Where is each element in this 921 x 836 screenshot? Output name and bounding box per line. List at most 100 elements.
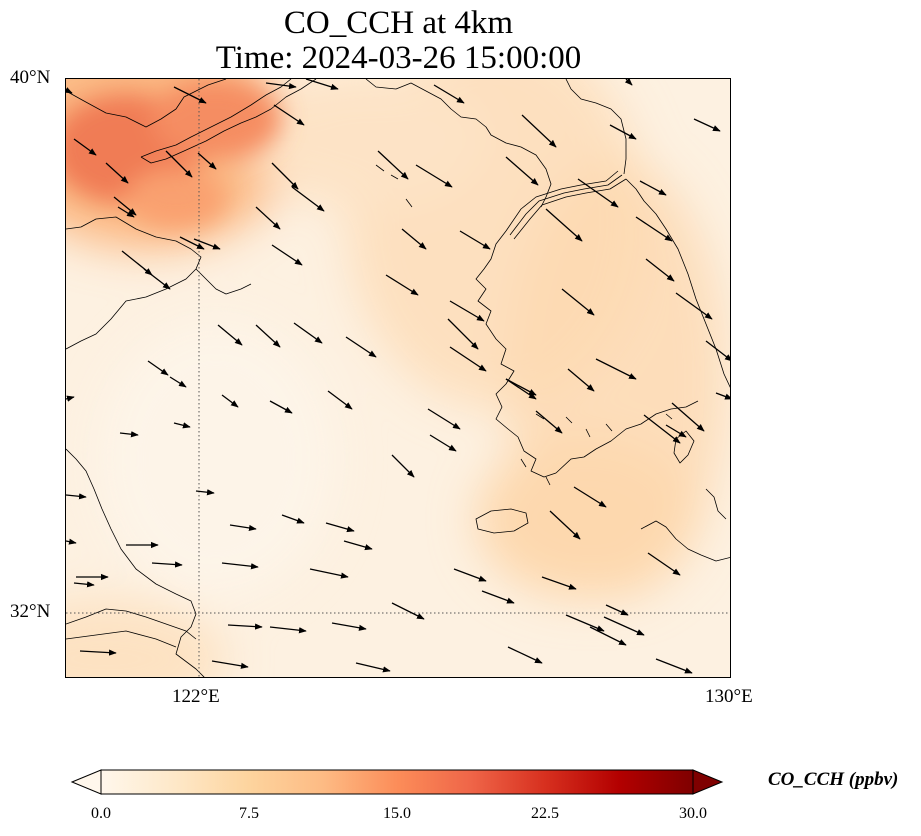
wind-arrow: [345, 336, 377, 358]
wind-arrow: [143, 268, 171, 290]
wind-arrow: [521, 114, 557, 148]
wind-arrow: [401, 228, 427, 250]
wind-arrow: [197, 152, 217, 170]
colorbar-tick-3: 22.5: [531, 805, 559, 822]
liaodong-peninsula: [140, 79, 317, 164]
wind-arrow: [195, 489, 215, 496]
wind-arrow: [567, 368, 595, 392]
south-korea-islands: [520, 413, 673, 486]
colorbar-label: CO_CCH (ppbv): [768, 769, 899, 790]
wind-arrow: [269, 626, 307, 634]
wind-arrow: [271, 162, 299, 190]
wind-arrow: [643, 414, 681, 444]
wind-arrow: [327, 390, 353, 410]
colorbar-tick-4: 30.0: [679, 805, 707, 822]
colorbar-tick-0: 0.0: [91, 805, 111, 822]
colorbar-tick-1: 7.5: [239, 805, 259, 822]
wind-arrow: [117, 206, 135, 218]
wind-arrow: [675, 292, 713, 320]
wind-arrow: [273, 104, 305, 126]
wind-arrow: [271, 244, 303, 266]
wind-arrow: [603, 616, 645, 636]
wind-arrow: [429, 434, 457, 452]
wind-arrow: [385, 274, 419, 296]
map-panel: [65, 78, 731, 678]
colorbar-extend-high: [692, 769, 724, 795]
wind-arrow: [415, 164, 453, 188]
wind-arrow: [433, 84, 465, 104]
wind-arrow: [73, 581, 95, 588]
wind-arrow: [291, 186, 325, 212]
wind-arrow: [605, 604, 629, 616]
wind-arrow: [151, 561, 183, 568]
wind-arrow: [105, 162, 129, 184]
korea-south-coast: [555, 400, 699, 474]
wind-arrow: [269, 400, 293, 414]
wind-arrow: [573, 486, 607, 508]
colorbar-tick-2: 15.0: [383, 805, 411, 822]
wind-arrow: [693, 118, 721, 132]
korea-west-coast: [475, 230, 557, 478]
wind-arrow: [355, 662, 391, 673]
wind-arrow: [715, 392, 730, 400]
wind-arrow: [447, 318, 479, 350]
wind-arrow: [147, 360, 169, 376]
wind-arrow: [217, 324, 243, 346]
wind-arrow: [66, 395, 75, 402]
wind-arrow: [377, 150, 409, 180]
lat-label-40n: 40°N: [10, 67, 51, 88]
wind-arrow: [293, 322, 323, 344]
yangtze-estuary: [66, 608, 197, 648]
wind-arrow: [459, 230, 491, 250]
wind-arrow: [671, 402, 705, 432]
wind-arrow: [577, 178, 619, 208]
wind-arrow: [645, 258, 675, 282]
wind-arrow: [66, 493, 87, 500]
korea-east-coast: [625, 178, 730, 388]
china-coast-lower: [66, 448, 205, 677]
wind-arrow: [211, 660, 249, 669]
wind-arrow: [549, 510, 581, 540]
wind-arrow: [255, 206, 281, 230]
wind-arrow: [453, 568, 487, 582]
wind-arrow: [227, 623, 263, 630]
korea-north-edge: [565, 79, 627, 175]
wind-arrow: [281, 514, 305, 524]
colorbar-gradient: [100, 769, 694, 795]
wind-arrow: [309, 568, 349, 579]
wind-arrow: [305, 79, 339, 90]
wind-arrow: [535, 410, 563, 434]
wind-arrow: [325, 522, 355, 533]
wind-vectors: [66, 79, 730, 674]
wind-arrow: [449, 300, 485, 322]
wind-arrow: [655, 658, 693, 674]
map-svg: [66, 79, 730, 677]
wind-arrow: [193, 238, 221, 250]
wind-arrow: [635, 216, 673, 242]
wind-arrow: [665, 424, 687, 438]
wind-arrow: [165, 150, 193, 178]
yalu-river: [505, 170, 627, 240]
colorbar-extend-low: [70, 769, 102, 795]
wind-arrow: [179, 236, 205, 250]
yellow-sea-north-coast: [365, 79, 552, 208]
wind-arrow: [391, 454, 415, 478]
wind-arrow: [505, 378, 537, 400]
wind-arrow: [481, 590, 515, 604]
wind-arrow: [705, 340, 730, 362]
wind-arrow: [505, 156, 539, 186]
wind-arrow: [565, 614, 605, 632]
gridlines: [66, 79, 730, 677]
chart-title-line2: Time: 2024-03-26 15:00:00: [215, 40, 582, 76]
wind-arrow: [639, 180, 667, 196]
wind-arrow: [609, 124, 637, 140]
wind-arrow: [427, 408, 461, 430]
wind-arrow: [119, 431, 139, 438]
wind-arrow: [169, 376, 187, 388]
wind-arrow: [449, 346, 487, 372]
chart-title-line1: CO_CCH at 4km: [283, 5, 514, 41]
wind-arrow: [221, 562, 259, 570]
wind-arrow: [541, 576, 577, 590]
wind-arrow: [391, 602, 425, 620]
bohai-islands: [375, 164, 413, 208]
